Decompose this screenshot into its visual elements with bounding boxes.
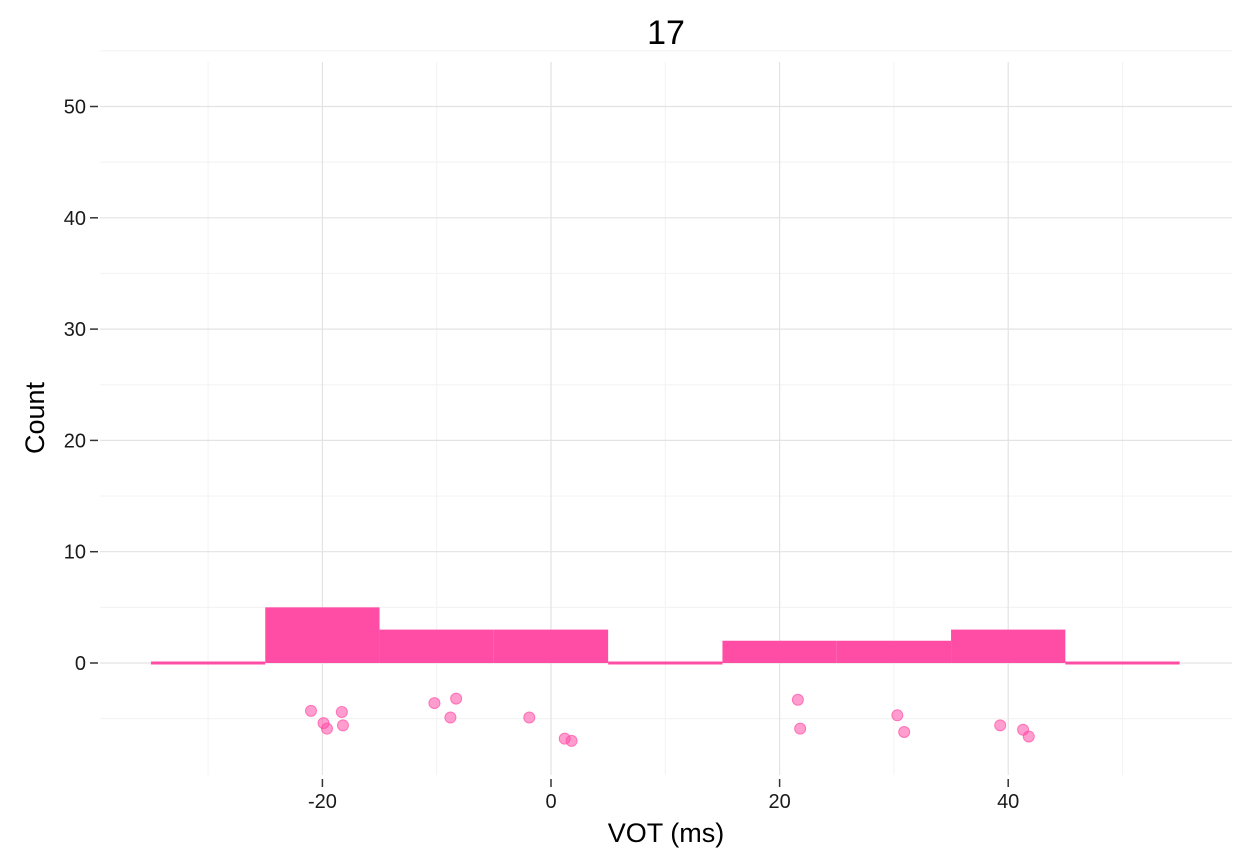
data-point: [891, 709, 904, 722]
data-point: [523, 711, 536, 724]
histogram-bar: [379, 629, 494, 663]
data-point: [565, 734, 578, 747]
y-axis: 0 10 20 30 40 50: [64, 97, 98, 675]
histogram-bar: [150, 661, 266, 665]
data-point: [335, 705, 348, 718]
y-tick-label: 0: [75, 653, 86, 675]
data-point: [898, 726, 911, 739]
data-point: [336, 719, 349, 732]
histogram-bar: [608, 661, 723, 665]
histogram-bar: [1065, 661, 1180, 665]
y-tick-label: 40: [64, 208, 86, 230]
histogram-bar: [836, 640, 952, 663]
chart-title: 17: [647, 14, 685, 52]
x-tick-label: 40: [997, 791, 1019, 813]
data-point: [320, 722, 333, 735]
histogram-bar: [493, 629, 609, 663]
data-point: [450, 692, 463, 705]
y-tick-label: 50: [64, 97, 86, 119]
data-points: [304, 692, 1035, 747]
data-point: [794, 722, 807, 735]
y-tick-label: 20: [64, 430, 86, 452]
x-tick-label: 20: [768, 791, 790, 813]
x-axis: -20 0 20 40: [308, 779, 1019, 813]
histogram-bar: [951, 629, 1066, 663]
data-point: [791, 693, 804, 706]
histogram-bar: [722, 640, 837, 663]
x-tick-label: 0: [545, 791, 556, 813]
x-axis-title: VOT (ms): [608, 818, 725, 848]
x-tick-label: -20: [308, 791, 337, 813]
data-point: [304, 704, 317, 717]
y-tick-label: 30: [64, 319, 86, 341]
data-point: [444, 711, 457, 724]
y-axis-title: Count: [20, 381, 50, 454]
data-point: [428, 697, 441, 710]
y-tick-label: 10: [64, 542, 86, 564]
histogram-bars: [150, 607, 1180, 665]
data-point: [1022, 730, 1035, 743]
grid-lines: [100, 50, 1232, 775]
histogram-bar: [265, 607, 380, 663]
data-point: [994, 719, 1007, 732]
